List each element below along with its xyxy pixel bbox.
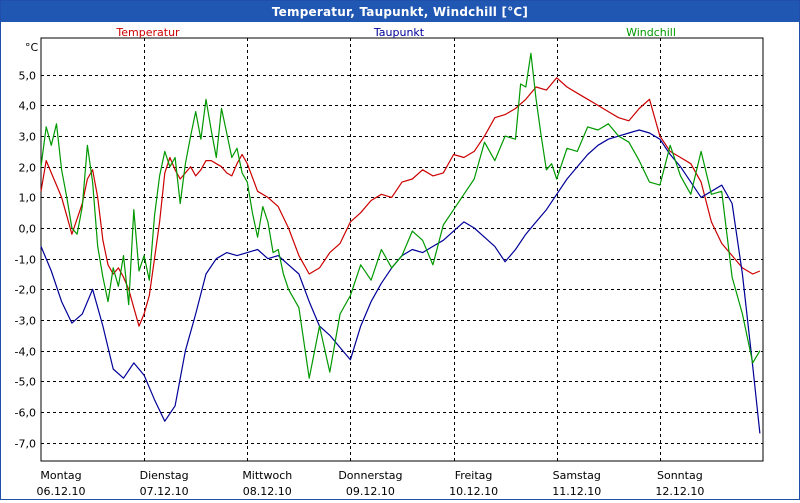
y-tick-label: -1,0: [15, 254, 36, 267]
window-title: Temperatur, Taupunkt, Windchill [°C]: [1, 1, 799, 22]
series-line-temperatur: [40, 77, 761, 327]
x-tick-date: 09.12.10: [346, 485, 395, 498]
legend-windchill: Windchill: [626, 26, 676, 39]
y-tick-label: -2,0: [15, 284, 36, 297]
x-tick-day: Mittwoch: [242, 469, 292, 482]
y-tick-label: 1,0: [19, 192, 37, 205]
y-tick-label: 4,0: [19, 100, 37, 113]
x-tick-date: 06.12.10: [37, 485, 86, 498]
series-line-windchill: [40, 52, 761, 379]
plot-frame: [40, 37, 764, 462]
x-tick-day: Montag: [40, 469, 81, 482]
x-tick-day: Freitag: [455, 469, 493, 482]
x-tick-date: 08.12.10: [243, 485, 292, 498]
y-tick-label: -5,0: [15, 376, 36, 389]
y-tick-label: 5,0: [19, 70, 37, 83]
y-tick-label: -4,0: [15, 346, 36, 359]
x-tick-date: 07.12.10: [140, 485, 189, 498]
x-tick-day: Samstag: [553, 469, 601, 482]
y-tick-label: 0,0: [19, 223, 37, 236]
y-axis-unit: °C: [25, 41, 39, 54]
x-tick-day: Sonntag: [657, 469, 703, 482]
y-tick-label: -7,0: [15, 438, 36, 451]
x-tick-date: 10.12.10: [449, 485, 498, 498]
y-tick-label: 2,0: [19, 162, 37, 175]
y-tick-label: 3,0: [19, 131, 37, 144]
x-tick-day: Donnerstag: [338, 469, 402, 482]
chart-area: 5,0 4,0 3,0 2,0 1,0 0,0 -1,0 -2,0 -3,0 -4,0 -5,0 -6…: [1, 22, 799, 499]
line-chart: 5,0 4,0 3,0 2,0 1,0 0,0 -1,0 -2,0 -3,0 -4,0 -5,0 -6…: [15, 26, 764, 498]
y-tick-label: -3,0: [15, 315, 36, 328]
legend-temperatur: Temperatur: [115, 26, 180, 39]
y-tick-label: -6,0: [15, 407, 36, 420]
x-tick-date: 11.12.10: [552, 485, 601, 498]
x-tick-date: 12.12.10: [655, 485, 704, 498]
x-tick-day: Dienstag: [140, 469, 189, 482]
legend-taupunkt: Taupunkt: [373, 26, 425, 39]
